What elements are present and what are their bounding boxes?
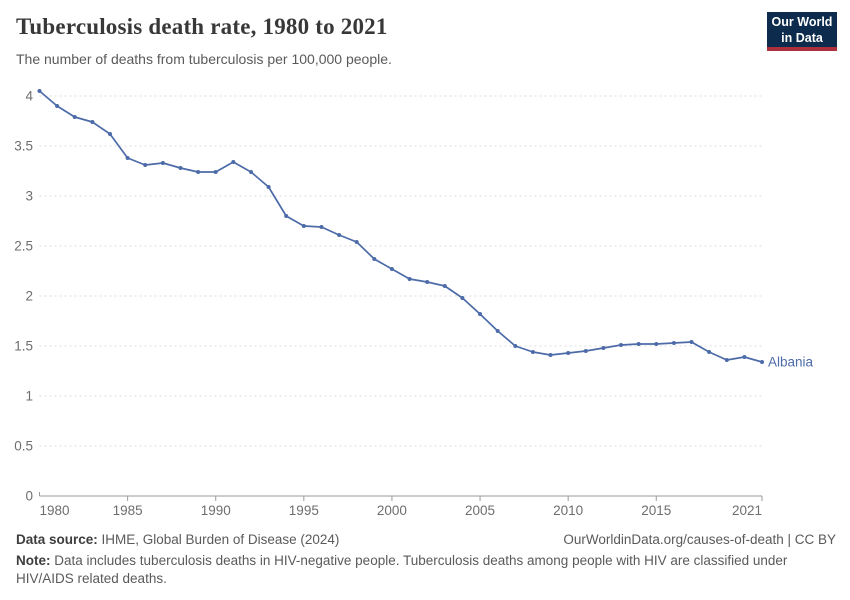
data-source-value: IHME, Global Burden of Disease (2024) — [97, 532, 340, 547]
x-axis-tick-label: 2000 — [377, 503, 407, 518]
data-point — [319, 225, 324, 229]
x-axis-tick-label: 1995 — [289, 503, 319, 518]
x-axis-tick-label: 2005 — [465, 503, 495, 518]
y-axis-tick-label: 0 — [25, 489, 33, 504]
data-point — [724, 358, 729, 362]
footer-note-value: Data includes tuberculosis deaths in HIV… — [16, 553, 788, 587]
data-point — [513, 344, 518, 348]
data-point — [760, 360, 764, 364]
y-axis-tick-label: 1.5 — [14, 339, 33, 354]
data-point — [337, 233, 342, 237]
data-point — [548, 353, 553, 357]
data-point — [72, 115, 77, 119]
y-axis-tick-label: 4 — [25, 89, 33, 104]
data-point — [301, 224, 306, 228]
data-point — [178, 166, 183, 170]
data-point — [478, 312, 482, 316]
data-point — [125, 156, 130, 160]
y-axis-tick-label: 1 — [25, 389, 33, 404]
line-chart-svg: 0 0.5 1 1.5 2 2.5 3 3.5 4 1980 1985 1990 1995 2000 200… — [14, 89, 814, 519]
data-line-albania — [38, 90, 763, 363]
footer-note-label: Note: — [16, 553, 51, 569]
data-point — [460, 296, 465, 300]
data-point — [742, 355, 747, 359]
chart-footer: Data source: IHME, Global Burden of Dise… — [16, 531, 836, 589]
data-point — [231, 160, 236, 164]
data-point — [90, 120, 95, 124]
data-point — [143, 163, 148, 167]
y-axis-tick-label: 2.5 — [14, 239, 33, 254]
data-point — [425, 280, 430, 284]
y-axis-tick-label: 3.5 — [14, 139, 33, 154]
data-point — [707, 350, 712, 354]
data-point — [196, 170, 201, 174]
data-point — [213, 170, 218, 174]
x-axis-tick-label: 1985 — [113, 503, 143, 518]
x-axis-tick-label: 2021 — [732, 503, 762, 518]
data-point — [654, 342, 659, 346]
data-point — [495, 329, 500, 333]
data-point — [636, 342, 641, 346]
owid-logo-text: Our World in Data — [771, 14, 833, 45]
data-point — [389, 267, 394, 271]
data-point — [566, 351, 571, 355]
owid-logo[interactable]: Our World in Data — [767, 12, 837, 51]
page-subtitle: The number of deaths from tuberculosis p… — [16, 51, 392, 67]
data-point — [284, 214, 289, 218]
data-point — [160, 161, 165, 165]
data-point — [407, 277, 412, 281]
y-axis-tick-label: 2 — [25, 289, 33, 304]
x-axis-tick-label: 2010 — [553, 503, 583, 518]
page-title: Tuberculosis death rate, 1980 to 2021 — [16, 14, 388, 39]
footer-link[interactable]: OurWorldinData.org/causes-of-death | CC … — [563, 532, 836, 547]
x-axis-tick-label: 2015 — [641, 503, 671, 518]
data-point — [372, 257, 377, 261]
y-axis-tick-label: 3 — [25, 189, 33, 204]
data-point — [601, 346, 606, 350]
data-point — [671, 341, 676, 345]
data-point — [266, 185, 271, 189]
line-chart: 0 0.5 1 1.5 2 2.5 3 3.5 4 1980 1985 1990 1995 2000 200… — [0, 78, 850, 538]
data-source-label: Data source: — [16, 532, 98, 547]
data-point — [249, 170, 253, 174]
data-point — [689, 340, 694, 344]
y-axis-tick-label: 0.5 — [14, 439, 33, 454]
data-point — [108, 132, 112, 136]
footer-note: Note: Data includes tuberculosis deaths … — [16, 552, 816, 588]
data-point — [530, 350, 535, 354]
data-point — [583, 349, 588, 353]
series-label-albania: Albania — [768, 355, 814, 370]
x-axis-tick-label: 1990 — [201, 503, 231, 518]
data-point — [354, 240, 359, 244]
data-point — [442, 284, 447, 288]
data-source: Data source: IHME, Global Burden of Dise… — [16, 531, 339, 549]
data-point — [619, 343, 623, 347]
x-axis-tick-label: 1980 — [40, 503, 70, 518]
data-point — [55, 104, 60, 108]
data-point — [37, 89, 42, 93]
